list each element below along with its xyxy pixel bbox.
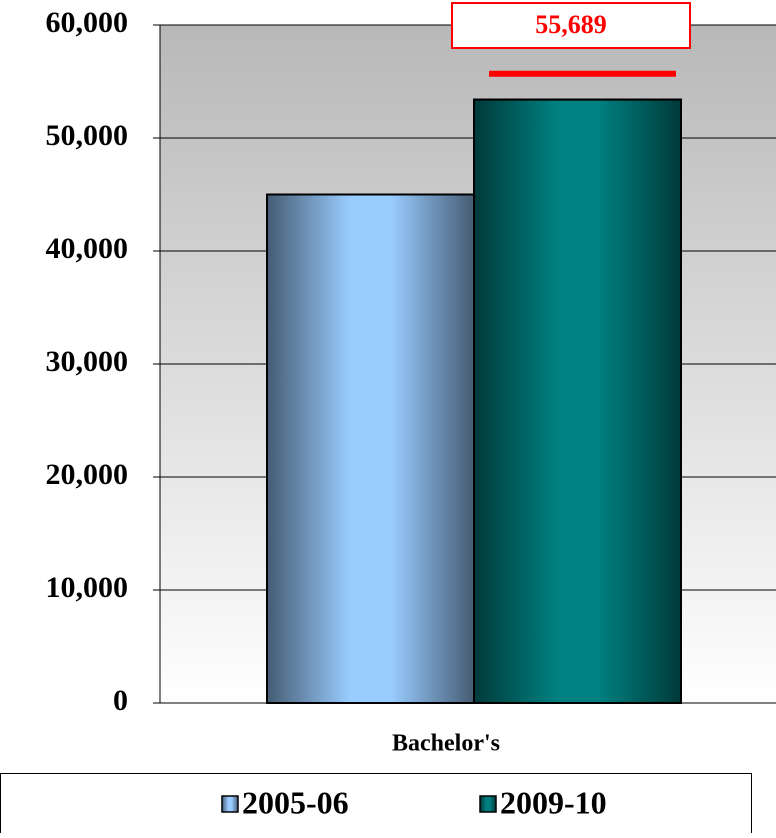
- y-tick-label: 50,000: [46, 119, 129, 152]
- legend-label: 2005-06: [242, 784, 349, 820]
- y-tick-label: 10,000: [46, 571, 129, 604]
- x-tick-label: Bachelor's: [392, 731, 500, 757]
- y-tick-label: 20,000: [46, 458, 129, 491]
- legend-swatch-shade: [480, 796, 496, 812]
- annotation-box: [451, 2, 691, 49]
- bar-shade: [473, 98, 682, 704]
- y-tick-label: 60,000: [46, 6, 129, 39]
- legend-label: 2009-10: [500, 784, 607, 820]
- legend-box: [0, 773, 752, 838]
- bar-shade: [266, 193, 475, 704]
- legend-swatch-shade: [222, 796, 238, 812]
- y-tick-label: 40,000: [46, 232, 129, 265]
- y-tick-label: 30,000: [46, 345, 129, 378]
- y-tick-label: 0: [113, 684, 128, 717]
- annotation-label: 55,689: [535, 10, 607, 39]
